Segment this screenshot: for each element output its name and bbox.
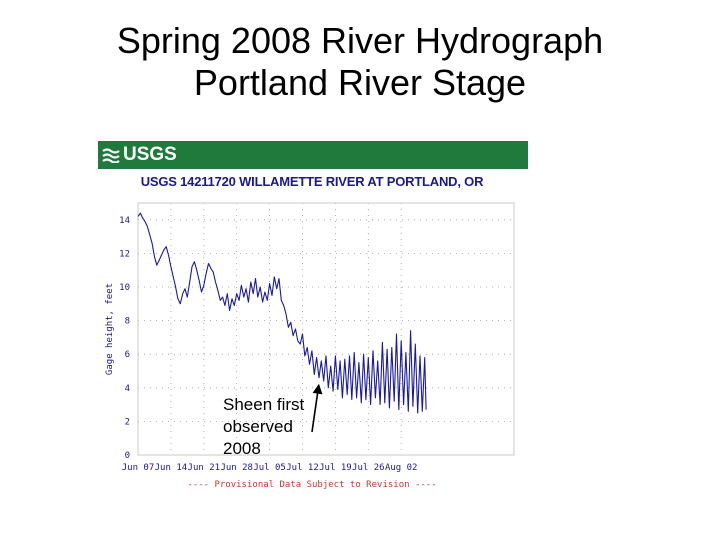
annotation-arrow	[311, 393, 319, 433]
sheen-annotation: Sheen first observed 2008	[223, 395, 305, 458]
y-tick-label: 8	[125, 317, 130, 327]
x-tick-label: Aug 02	[385, 463, 418, 473]
annotation-arrowhead	[312, 383, 323, 395]
hydrograph-figure: USGS USGS 14211720 WILLAMETTE RIVER AT P…	[96, 136, 528, 496]
y-tick-label: 12	[119, 249, 130, 259]
x-tick-label: Jun 21	[188, 463, 221, 473]
x-tick-label: Jul 19	[319, 463, 352, 473]
y-tick-label: 14	[119, 216, 130, 226]
y-tick-label: 2	[125, 417, 130, 427]
grid	[137, 203, 514, 456]
y-tick-label: 0	[125, 451, 130, 461]
x-tick-label: Jul 12	[286, 463, 319, 473]
plot-frame	[137, 202, 515, 456]
slide-title-line2: Portland River Stage	[193, 62, 527, 103]
slide-title: Spring 2008 River Hydrograph Portland Ri…	[0, 20, 720, 104]
x-tick-label: Jul 05	[253, 463, 286, 473]
usgs-logo-text: USGS	[123, 144, 177, 165]
x-tick-label: Jun 14	[155, 463, 188, 473]
slide-title-line1: Spring 2008 River Hydrograph	[116, 20, 604, 61]
x-tick-label: Jun 07	[122, 463, 155, 473]
chart-title: USGS 14211720 WILLAMETTE RIVER AT PORTLA…	[140, 174, 484, 189]
usgs-header-bar: USGS	[98, 141, 528, 169]
provisional-note: ---- Provisional Data Subject to Revisio…	[187, 480, 437, 490]
x-tick-label: Jul 26	[352, 463, 385, 473]
y-tick-label: 10	[119, 283, 130, 293]
y-tick-label: 4	[125, 384, 130, 394]
y-tick-label: 6	[125, 350, 130, 360]
series-line-gage-height	[137, 212, 427, 414]
y-ticks: 0 2 4 6 8 10 12 14	[119, 216, 130, 461]
x-ticks: Jun 07 Jun 14 Jun 21 Jun 28 Jul 05 Jul 12 Jul …	[122, 463, 418, 473]
usgs-wave-icon	[102, 148, 120, 163]
x-tick-label: Jun 28	[220, 463, 253, 473]
usgs-logo: USGS	[102, 145, 177, 165]
y-axis-label: Gage height, feet	[105, 283, 115, 375]
